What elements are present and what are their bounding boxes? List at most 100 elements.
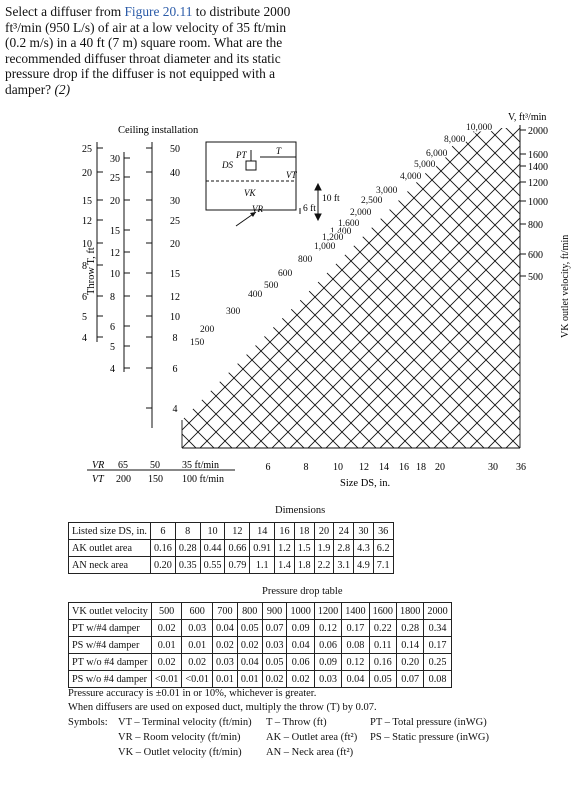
grid-diagonal [443, 128, 520, 448]
row-label: AN neck area [68, 556, 151, 574]
table-cell: 0.66 [224, 539, 251, 557]
table-cell: 0.09 [313, 653, 343, 671]
table-cell: 1.2 [274, 539, 295, 557]
velocity-tick-label: 1200 [528, 178, 548, 189]
table-cell: 0.02 [211, 636, 238, 654]
question-points: (2) [54, 81, 71, 97]
table-row: PT w/#4 damper 0.02 0.03 0.04 0.05 0.07 0.09 0.… [68, 619, 452, 637]
table-cell: 0.01 [211, 670, 238, 688]
table-cell: 0.02 [236, 636, 263, 654]
row-label: AK outlet area [68, 539, 151, 557]
flow-value-label: 300 [226, 307, 241, 317]
grid-diagonal [323, 128, 520, 448]
table-cell: 0.16 [368, 653, 397, 671]
size-tick-label: 16 [399, 462, 409, 473]
table-row: AK outlet area 0.16 0.28 0.44 0.66 0.91 1.2 1.5… [68, 539, 394, 557]
grid-diagonal [425, 128, 520, 448]
grid-diagonal [182, 128, 349, 448]
question-part1: Select a diffuser from [5, 4, 125, 19]
grid-diagonal [0, 120, 72, 450]
figure-link[interactable]: Figure 20.11 [124, 4, 193, 19]
scale2-tick-label: 30 [110, 154, 120, 165]
table-row: VK outlet velocity 500 600 700 800 900 1000 120… [68, 602, 452, 620]
scale2-tick-label: 4 [110, 364, 115, 375]
table-cell: 0.20 [395, 653, 425, 671]
pressure-drop-table: VK outlet velocity 500 600 700 800 900 1000 120… [68, 602, 452, 688]
table-cell: 0.02 [181, 653, 213, 671]
row-label: PT w/#4 damper [68, 619, 152, 637]
left-scales [96, 142, 153, 428]
size-tick-label: 36 [516, 462, 526, 473]
flow-value-label: 2,500 [361, 196, 383, 206]
table-cell: 0.04 [286, 636, 315, 654]
table-cell: 0.22 [368, 619, 397, 637]
table-cell: 0.14 [395, 636, 425, 654]
table-cell: 0.08 [341, 636, 370, 654]
table-cell: 0.08 [423, 670, 452, 688]
table-row: PT w/o #4 damper 0.02 0.02 0.03 0.04 0.05 0.06… [68, 653, 452, 671]
table-cell: 0.06 [313, 636, 343, 654]
table-cell: 0.25 [423, 653, 452, 671]
table-row: PS w/o #4 damper <0.01 <0.01 0.01 0.01 0.02 0.… [68, 670, 452, 688]
grid-diagonal [182, 128, 289, 448]
grid-diagonal [287, 128, 520, 448]
size-axis-label: Size DS, in. [340, 478, 390, 489]
flow-value-label: 1,400 [330, 227, 352, 237]
grid-diagonal [0, 120, 90, 450]
grid-diagonal [0, 120, 54, 450]
flow-value-label: 2,000 [350, 208, 372, 218]
velocity-tick-label: 800 [528, 220, 543, 231]
pressure-drop-title: Pressure drop table [262, 586, 343, 597]
vr-value: 35 ft/min [182, 460, 219, 471]
table-cell: <0.01 [181, 670, 213, 688]
size-tick-label: 30 [488, 462, 498, 473]
grid-diagonal [0, 120, 18, 450]
throw-tick-label: 10 [82, 239, 92, 250]
ceiling-label: Ceiling installation [118, 125, 199, 136]
grid-diagonal [389, 128, 520, 448]
scale2-tick-label: 8 [110, 292, 115, 303]
velocity-tick-label: 600 [528, 250, 543, 261]
scale3-tick-label: 25 [170, 216, 180, 227]
size-tick-label: 10 [333, 462, 343, 473]
scale3-tick-label: 30 [170, 196, 180, 207]
inset-vr-label: VR [252, 204, 263, 214]
symbol-definition: AN – Neck area (ft²) [266, 747, 354, 758]
flow-value-label: 200 [200, 325, 215, 335]
flow-label: V, ft³/min [508, 112, 546, 123]
table-cell: 1600 [368, 602, 397, 620]
scale3-tick-label: 10 [170, 312, 180, 323]
table-cell: 1.1 [249, 556, 276, 574]
table-cell: 36 [372, 522, 394, 540]
symbol-definition: VR – Room velocity (ft/min) [118, 732, 241, 743]
flow-value-label: 1,600 [338, 219, 360, 229]
throw-tick-label: 6 [82, 292, 87, 303]
table-cell: 4.3 [353, 539, 374, 557]
table-cell: 1200 [313, 602, 343, 620]
table-cell: 0.02 [286, 670, 315, 688]
table-cell: 0.07 [261, 619, 288, 637]
table-cell: 0.03 [313, 670, 343, 688]
vr-value: 50 [150, 460, 160, 471]
grid-diagonal [197, 128, 520, 448]
scale3-tick-label: 12 [170, 292, 180, 303]
flow-value-label: 400 [248, 290, 263, 300]
grid-diagonal [182, 128, 217, 448]
table-cell: 6 [149, 522, 176, 540]
symbol-definition: PS – Static pressure (inWG) [370, 732, 489, 743]
inset-pt-label: PT [235, 150, 247, 160]
vt-value: 100 ft/min [182, 474, 224, 485]
table-cell: 1.9 [313, 539, 335, 557]
velocity-tick-label: 1000 [528, 197, 548, 208]
scale2-tick-label: 6 [110, 322, 115, 333]
table-cell: <0.01 [150, 670, 183, 688]
size-tick-label: 8 [304, 462, 309, 473]
scale3-tick-label: 15 [170, 269, 180, 280]
scale3-tick-label: 4 [173, 404, 178, 415]
inset-vt-label: VT [286, 170, 297, 180]
table-cell: 0.55 [199, 556, 226, 574]
grid-diagonal [233, 128, 520, 448]
grid-diagonal [215, 128, 520, 448]
vt-value: 150 [148, 474, 163, 485]
